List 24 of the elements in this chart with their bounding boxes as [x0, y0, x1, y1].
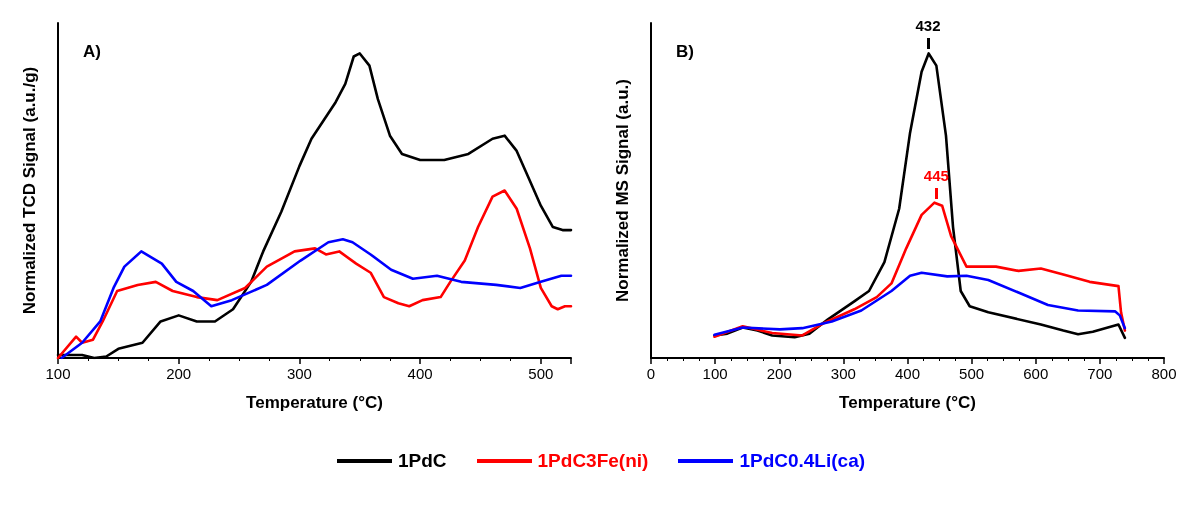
x-tick-label: 700 [1087, 365, 1113, 382]
legend-label: 1PdC [397, 450, 447, 472]
x-axis-title: Temperature (°C) [246, 393, 383, 412]
legend-label: 1PdC3Fe(ni) [537, 450, 649, 472]
chart-title: A) [83, 42, 101, 61]
x-tick-label: 300 [286, 365, 312, 382]
x-tick-label: 600 [1023, 365, 1049, 382]
x-tick-label: 800 [1151, 365, 1177, 382]
x-tick-label: 100 [45, 365, 71, 382]
x-axis-title: Temperature (°C) [839, 393, 976, 412]
annotation: 432 [914, 17, 942, 36]
legend-label: 1PdC0.4Li(ca) [739, 450, 866, 472]
x-tick-label: 200 [766, 365, 792, 382]
x-tick-label: 100 [702, 365, 728, 382]
chart-title: B) [676, 42, 694, 61]
y-axis-title: Normalized MS Signal (a.u.) [613, 79, 632, 302]
x-tick-label: 400 [407, 365, 433, 382]
y-axis-title: Normalized TCD Signal (a.u./g) [20, 66, 39, 315]
x-tick-label: 200 [166, 365, 192, 382]
x-tick-label: 500 [528, 365, 554, 382]
x-tick-label: 0 [646, 365, 656, 382]
x-tick-label: 500 [959, 365, 985, 382]
x-tick-label: 400 [894, 365, 921, 382]
x-tick-label: 300 [830, 365, 856, 382]
